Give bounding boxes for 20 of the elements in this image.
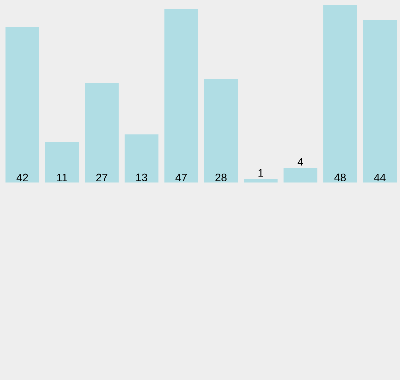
data-label: 13: [136, 174, 148, 182]
data-label: 11: [58, 174, 68, 182]
bar: [244, 178, 278, 183]
data-label: 47: [176, 174, 188, 182]
data-label: 1: [258, 169, 264, 177]
bar: [284, 168, 318, 183]
bar: [6, 27, 40, 183]
data-label: 28: [216, 174, 227, 182]
bar: [164, 8, 198, 183]
bar: [124, 134, 159, 183]
data-label: 44: [374, 174, 386, 182]
bar: [85, 82, 119, 183]
bar: [324, 5, 358, 183]
bar: [45, 142, 80, 183]
data-label: 48: [334, 174, 346, 182]
data-label: 42: [16, 174, 28, 182]
bar: [204, 79, 238, 183]
data-label: 4: [298, 158, 304, 166]
bar: [363, 20, 398, 183]
data-label: 27: [96, 174, 108, 182]
